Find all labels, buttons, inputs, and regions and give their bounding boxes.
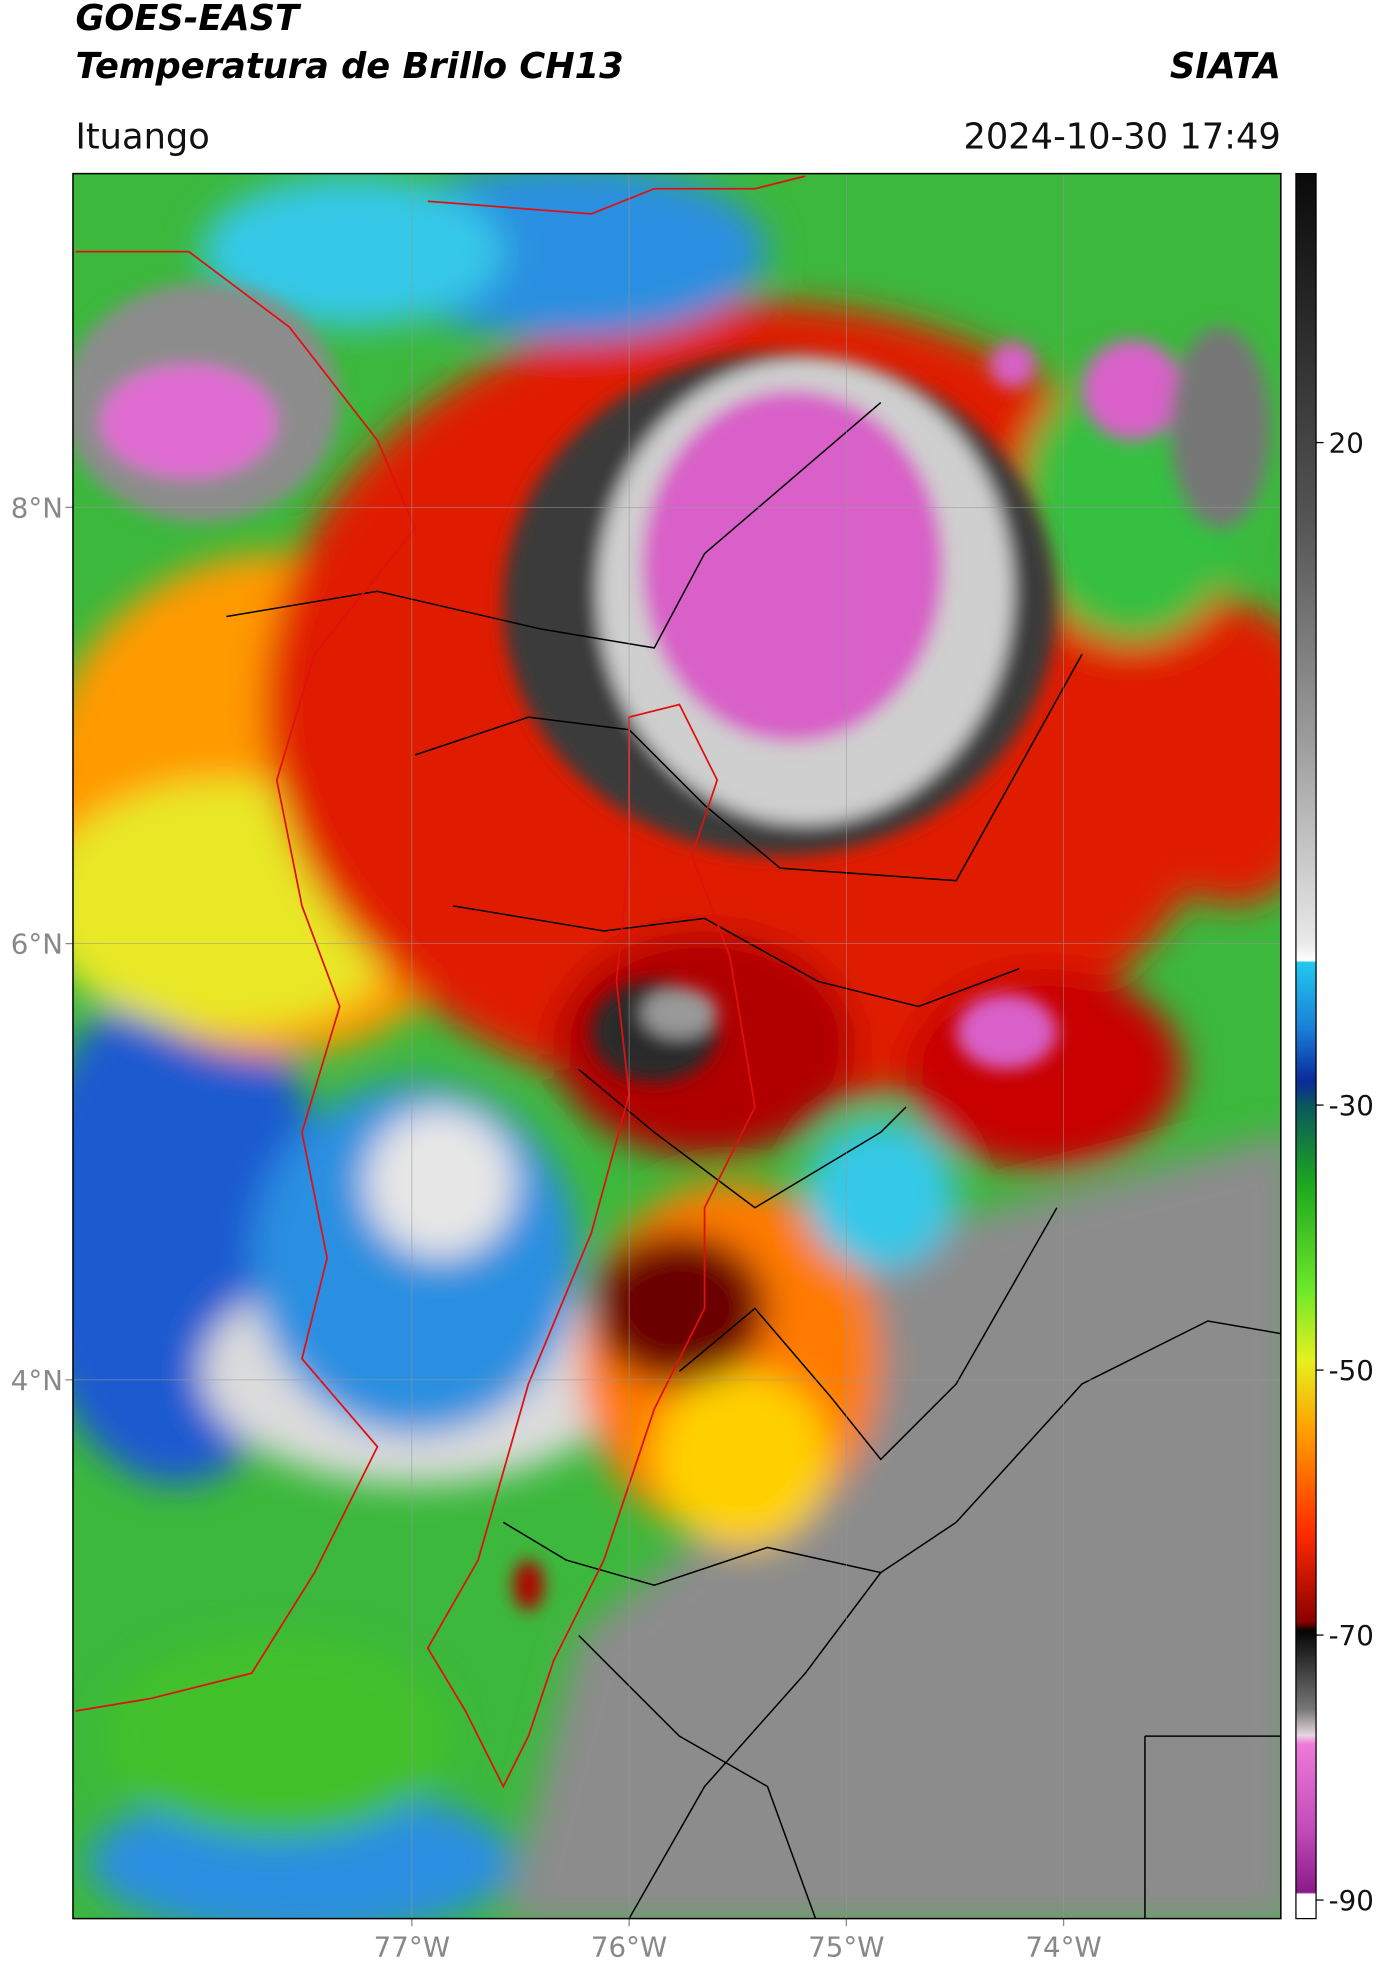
product-title: Temperatura de Brillo CH13 [75,46,623,87]
location: Ituango [75,116,209,157]
y-tick-label: 6°N [11,928,63,961]
x-tick-label: 77°W [374,1930,450,1963]
datetime: 2024-10-30 17:49 [963,116,1280,157]
satellite-image [72,173,1281,1919]
colorbar-tick-label: 20 [1329,427,1364,460]
colorbar-tick-label: -90 [1329,1884,1374,1917]
graticule [65,173,1281,1927]
y-tick-label: 4°N [11,1364,63,1397]
colorbar [1295,172,1317,1920]
x-tick-label: 75°W [808,1930,884,1963]
y-tick-label: 8°N [11,491,63,524]
agency: SIATA [1170,46,1281,87]
colorbar-tick-label: -70 [1329,1619,1374,1652]
map-frame [72,172,1282,1920]
colorbar-tick-label: -50 [1329,1354,1374,1387]
satellite-title: GOES-EAST [75,0,302,39]
colorbar-tick-label: -30 [1329,1089,1374,1122]
x-tick-label: 74°W [1025,1930,1101,1963]
x-tick-label: 76°W [591,1930,667,1963]
